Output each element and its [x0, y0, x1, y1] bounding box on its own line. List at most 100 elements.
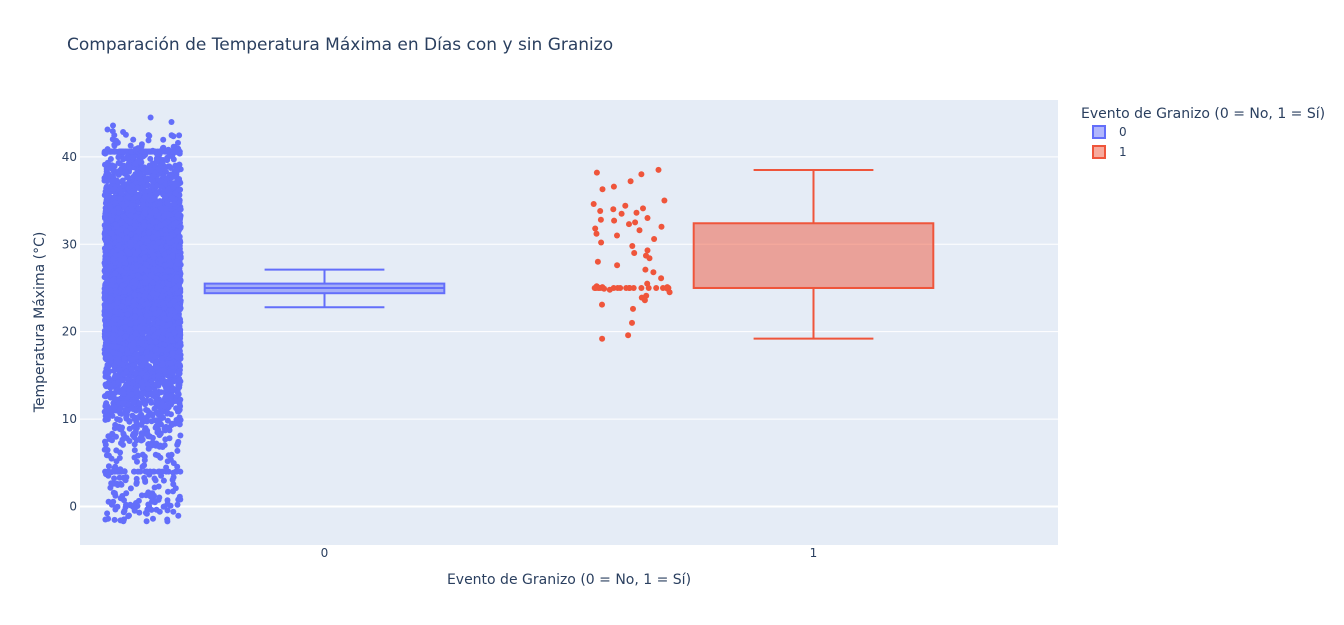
data-point	[150, 468, 157, 475]
data-point	[121, 255, 128, 262]
data-point	[156, 443, 163, 450]
data-point	[141, 209, 148, 216]
data-point	[176, 176, 183, 182]
data-point	[168, 336, 175, 343]
data-point	[175, 438, 182, 445]
data-point	[169, 252, 176, 259]
data-point	[156, 309, 163, 316]
y-tick-label: 10	[62, 412, 77, 426]
data-point	[131, 291, 138, 298]
data-point	[102, 259, 108, 266]
data-point	[112, 463, 119, 470]
data-point	[145, 441, 152, 448]
data-point	[104, 403, 111, 410]
data-point	[155, 372, 162, 379]
data-point	[116, 407, 123, 413]
data-point	[139, 463, 146, 470]
data-point	[172, 398, 179, 404]
data-point	[142, 401, 149, 408]
data-point	[175, 420, 182, 427]
data-point	[125, 185, 132, 192]
data-point	[174, 447, 181, 454]
data-point	[151, 333, 158, 340]
data-point	[150, 252, 156, 258]
data-point	[159, 361, 166, 368]
data-point	[138, 370, 145, 377]
data-point	[141, 189, 148, 195]
data-point	[176, 384, 183, 391]
data-point	[123, 368, 130, 375]
data-point	[129, 334, 136, 341]
data-point	[162, 227, 169, 233]
data-point	[133, 234, 140, 241]
data-point	[127, 212, 134, 219]
data-point	[108, 455, 115, 462]
data-point	[124, 311, 131, 318]
data-point	[155, 411, 162, 418]
data-point	[164, 175, 170, 182]
data-point	[155, 329, 162, 336]
data-point	[139, 165, 146, 172]
data-point	[115, 209, 122, 216]
data-point	[131, 454, 138, 461]
data-point	[112, 199, 119, 206]
data-point	[127, 342, 134, 349]
data-point	[132, 370, 139, 377]
chart-title: Comparación de Temperatura Máxima en Día…	[67, 35, 613, 55]
data-point	[133, 243, 140, 250]
data-point	[163, 156, 170, 163]
data-point	[107, 295, 114, 302]
data-point	[102, 237, 109, 244]
data-point	[105, 463, 112, 470]
data-point	[107, 156, 114, 162]
data-point	[112, 308, 119, 315]
data-point	[122, 333, 129, 340]
data-point	[170, 378, 177, 385]
data-point	[130, 399, 137, 406]
data-point	[116, 417, 123, 423]
data-point	[116, 455, 123, 461]
y-tick-label: 20	[62, 325, 77, 339]
data-point	[167, 261, 174, 268]
data-point	[160, 191, 166, 198]
data-point	[104, 223, 111, 230]
data-point	[165, 186, 172, 193]
data-point	[136, 400, 143, 407]
points-series-0	[101, 114, 184, 525]
data-point	[176, 244, 183, 250]
data-point	[138, 339, 145, 346]
data-point	[144, 334, 151, 341]
data-point	[142, 425, 149, 432]
data-point	[154, 231, 161, 238]
data-point	[168, 171, 175, 178]
data-point	[141, 254, 148, 261]
data-point	[133, 388, 140, 395]
data-point	[148, 391, 155, 398]
data-point	[131, 441, 138, 448]
data-point	[174, 408, 181, 415]
data-point	[177, 432, 184, 439]
data-point	[116, 278, 123, 285]
data-point	[116, 351, 123, 358]
data-point	[165, 468, 172, 475]
data-point	[135, 158, 142, 165]
data-point	[149, 434, 156, 441]
series-0	[101, 114, 446, 525]
x-tick-label: 1	[810, 546, 818, 560]
data-point	[162, 436, 169, 443]
data-point	[117, 195, 124, 202]
data-point	[175, 319, 182, 326]
data-point	[147, 155, 154, 162]
data-point	[166, 301, 173, 308]
data-point	[102, 228, 109, 235]
data-point	[162, 205, 169, 212]
data-point	[115, 154, 122, 161]
data-point	[153, 275, 160, 282]
data-point	[119, 436, 126, 443]
data-point	[111, 362, 118, 369]
data-point	[175, 390, 181, 397]
data-point	[104, 178, 111, 185]
data-point	[177, 403, 184, 410]
gridlines	[80, 156, 1058, 508]
